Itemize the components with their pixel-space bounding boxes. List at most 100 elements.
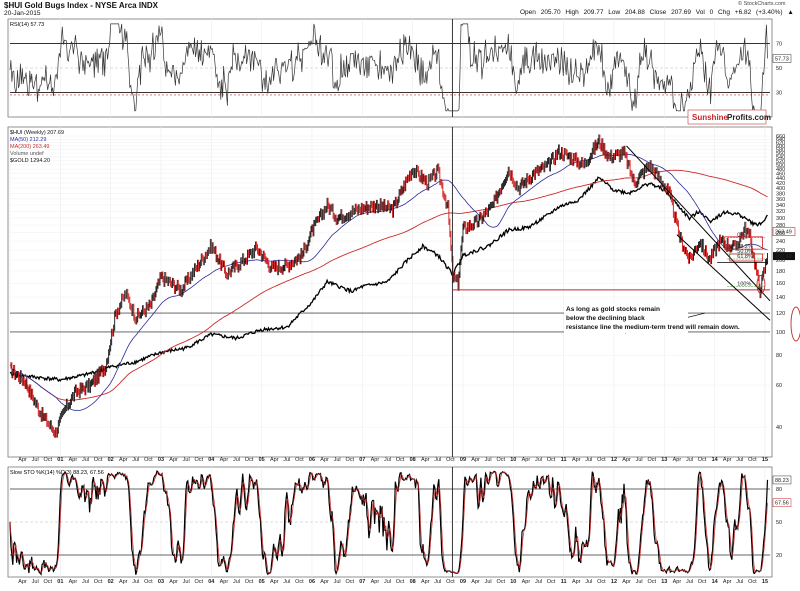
- x-tick-month-main: Apr: [622, 457, 631, 463]
- x-tick-month-main: Jul: [132, 457, 139, 463]
- sto-y-tick: 80: [776, 487, 782, 493]
- x-tick-month-main: Apr: [18, 457, 27, 463]
- x-tick-month-main: Oct: [345, 457, 354, 463]
- x-tick-year-sto: 13: [661, 579, 667, 585]
- x-tick-month-sto: Apr: [169, 579, 178, 585]
- x-tick-month-main: Oct: [496, 457, 505, 463]
- x-tick-year-main: 11: [561, 457, 567, 463]
- price-y-tick: 140: [776, 295, 785, 301]
- price-y-tick: 460: [776, 172, 785, 178]
- price-y-tick: 600: [776, 144, 785, 150]
- x-tick-year-sto: 08: [410, 579, 416, 585]
- x-tick-month-sto: Jul: [384, 579, 391, 585]
- sto-panel-frame: [7, 466, 773, 578]
- rsi-y-tick: 70: [776, 42, 782, 48]
- price-y-tick: 220: [776, 248, 785, 254]
- x-tick-month-sto: Apr: [572, 579, 581, 585]
- price-y-tick: 540: [776, 155, 785, 161]
- price-y-tick: 560: [776, 151, 785, 157]
- x-tick-month-sto: Oct: [43, 579, 52, 585]
- x-tick-month-sto: Oct: [396, 579, 405, 585]
- x-tick-year-sto: 01: [57, 579, 63, 585]
- price-y-tick: 80: [776, 353, 782, 359]
- ma200-line: [9, 169, 768, 401]
- x-tick-month-main: Jul: [82, 457, 89, 463]
- x-tick-month-sto: Apr: [421, 579, 430, 585]
- x-tick-month-sto: Jul: [32, 579, 39, 585]
- x-tick-month-main: Apr: [119, 457, 128, 463]
- x-tick-month-sto: Jul: [585, 579, 592, 585]
- fib-label: 0%: [737, 233, 745, 239]
- x-tick-year-main: 07: [359, 457, 365, 463]
- x-tick-month-main: Jul: [334, 457, 341, 463]
- price-panel-frame: [7, 126, 773, 458]
- x-tick-month-sto: Jul: [283, 579, 290, 585]
- x-tick-year-sto: 12: [611, 579, 617, 585]
- x-tick-month-main: Jul: [636, 457, 643, 463]
- rsi-line: [9, 23, 768, 112]
- x-tick-month-sto: Oct: [245, 579, 254, 585]
- rsi-value-marker: [772, 54, 792, 63]
- x-tick-year-sto: 15: [762, 579, 768, 585]
- sto-legend: Slow STO %K(14) %D(3) 88.23, 67.56: [10, 470, 104, 476]
- x-tick-month-sto: Jul: [233, 579, 240, 585]
- x-tick-month-main: Oct: [194, 457, 203, 463]
- x-tick-month-sto: Jul: [686, 579, 693, 585]
- x-tick-month-sto: Apr: [471, 579, 480, 585]
- price-y-tick: 40: [776, 425, 782, 431]
- chart-title: $HUI Gold Bugs Index - NYSE Arca INDX: [4, 1, 158, 10]
- x-tick-month-sto: Oct: [345, 579, 354, 585]
- x-tick-year-sto: 03: [158, 579, 164, 585]
- price-y-tick: 100: [776, 330, 785, 336]
- x-tick-month-main: Jul: [736, 457, 743, 463]
- sto-y-tick: 50: [776, 520, 782, 526]
- watermark-profits: Profits.com: [727, 113, 771, 122]
- x-tick-month-main: Jul: [535, 457, 542, 463]
- x-tick-month-sto: Apr: [522, 579, 531, 585]
- x-tick-year-sto: 14: [712, 579, 719, 585]
- legend-ma200: MA(200) 263.49: [10, 144, 49, 150]
- x-tick-month-main: Oct: [597, 457, 606, 463]
- x-tick-month-main: Oct: [94, 457, 103, 463]
- ma50-line: [9, 153, 768, 411]
- x-tick-year-main: Oct: [446, 457, 455, 463]
- price-y-tick: 160: [776, 281, 785, 287]
- x-tick-month-sto: Oct: [547, 579, 556, 585]
- x-tick-month-main: Jul: [585, 457, 592, 463]
- x-tick-month-main: Apr: [169, 457, 178, 463]
- x-tick-month-main: Jul: [32, 457, 39, 463]
- x-tick-month-main: Jul: [686, 457, 693, 463]
- price-y-tick: 180: [776, 269, 785, 275]
- x-tick-year-main: 13: [661, 457, 667, 463]
- x-tick-year-sto: 04: [208, 579, 215, 585]
- x-tick-month-sto: Oct: [597, 579, 606, 585]
- x-tick-month-main: Oct: [295, 457, 304, 463]
- x-tick-year-main: 08: [410, 457, 416, 463]
- x-tick-month-sto: Jul: [636, 579, 643, 585]
- price-y-tick: 380: [776, 191, 785, 197]
- x-tick-month-sto: Jul: [485, 579, 492, 585]
- price-y-tick: 620: [776, 141, 785, 147]
- x-tick-year-sto: 06: [309, 579, 315, 585]
- x-tick-month-main: Jul: [183, 457, 190, 463]
- watermark-sunshine: Sunshine: [692, 113, 729, 122]
- sto-y-tick: 20: [776, 553, 782, 559]
- price-y-tick: 440: [776, 176, 785, 182]
- gold-line: [9, 176, 768, 383]
- x-tick-year-main: 06: [309, 457, 315, 463]
- x-tick-month-main: Oct: [547, 457, 556, 463]
- x-tick-year-sto: 07: [359, 579, 365, 585]
- annotation-text: As long as gold stocks remain below the …: [566, 306, 740, 331]
- x-tick-year-sto: Oct: [446, 579, 455, 585]
- x-tick-month-main: Apr: [673, 457, 682, 463]
- x-tick-year-main: 14: [712, 457, 719, 463]
- x-tick-year-sto: 10: [510, 579, 516, 585]
- x-tick-month-main: Jul: [384, 457, 391, 463]
- x-tick-month-sto: Oct: [698, 579, 707, 585]
- fib-label: 100%: [737, 281, 751, 287]
- rsi-value-text: 57.73: [775, 57, 789, 63]
- price-y-tick: 520: [776, 159, 785, 165]
- rsi-panel-frame: [7, 18, 773, 118]
- x-tick-year-main: 02: [108, 457, 114, 463]
- x-tick-month-sto: Apr: [673, 579, 682, 585]
